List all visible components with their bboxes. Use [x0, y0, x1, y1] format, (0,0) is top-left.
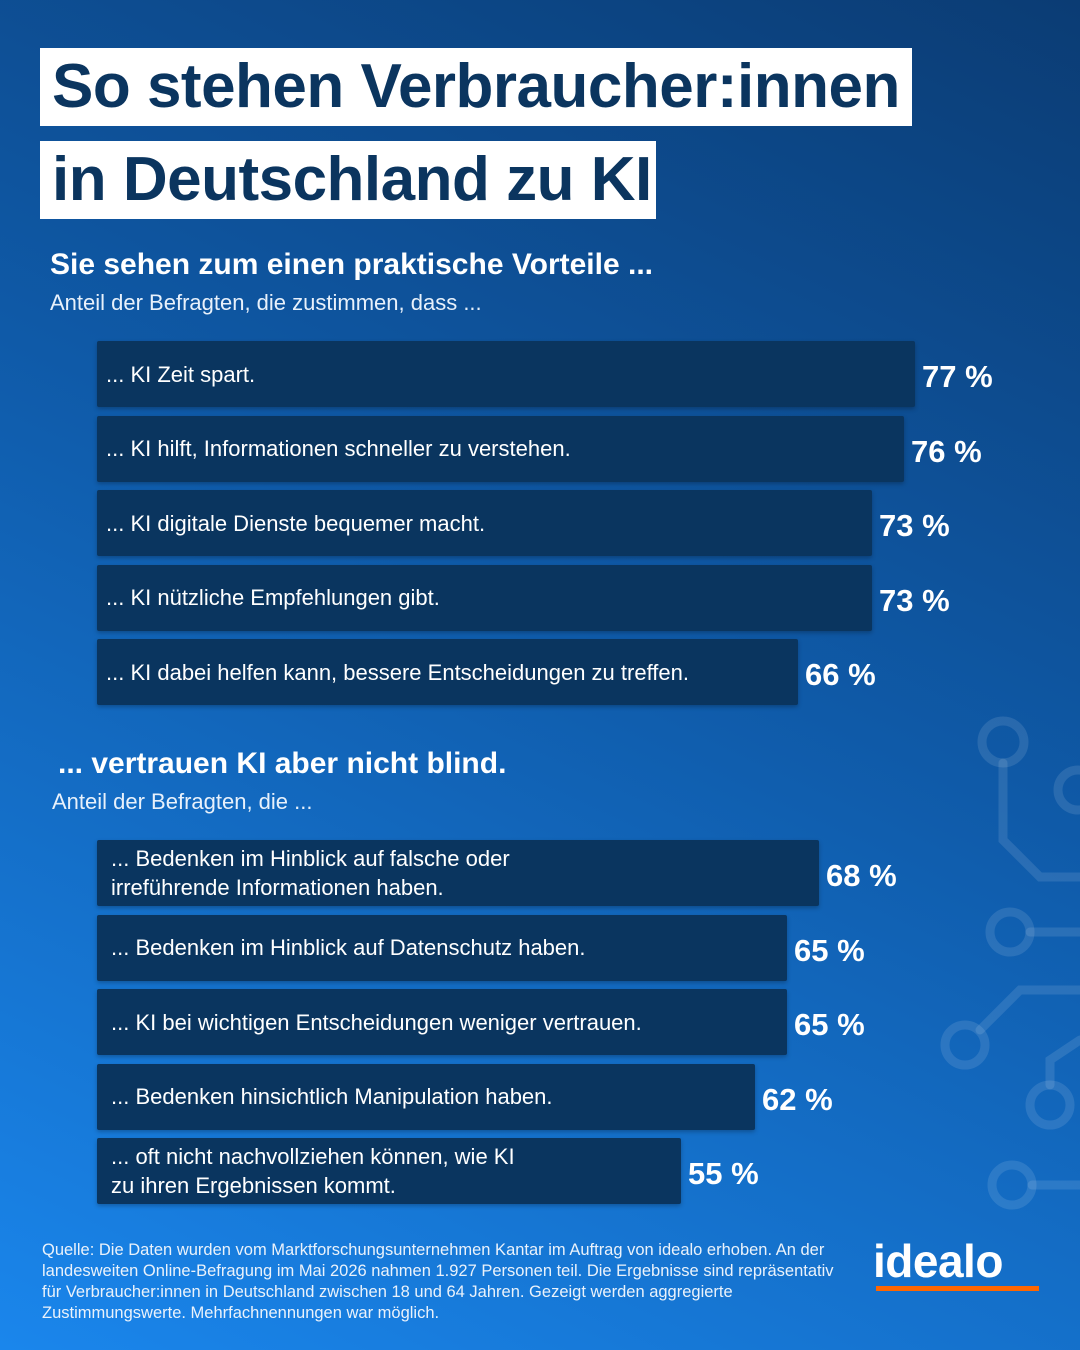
- logo-underline: [876, 1286, 1039, 1291]
- bar-2-1: ... Bedenken im Hinblick auf falsche ode…: [97, 840, 819, 906]
- bar-1-5: ... KI dabei helfen kann, bessere Entsch…: [97, 639, 798, 705]
- section-1-subtitle: Anteil der Befragten, die zustimmen, das…: [50, 290, 482, 315]
- bar-value-label: 73 %: [879, 508, 950, 543]
- bar-value-label: 68 %: [826, 858, 897, 893]
- bar-label: ... Bedenken im Hinblick auf falsche ode…: [111, 846, 510, 900]
- section-1-title: Sie sehen zum einen praktische Vorteile …: [50, 248, 653, 281]
- bar-2-3: ... KI bei wichtigen Entscheidungen weni…: [97, 989, 787, 1055]
- bar-value-label: 77 %: [922, 359, 993, 394]
- bar-label: ... KI Zeit spart.: [106, 361, 256, 387]
- bar-1-4: ... KI nützliche Empfehlungen gibt.: [97, 564, 872, 631]
- source-note: Quelle: Die Daten wurden vom Marktforsch…: [42, 1241, 834, 1322]
- bar-1-3: ... KI digitale Dienste bequemer macht.: [97, 490, 872, 556]
- bar-label: ... Bedenken hinsichtlich Manipulation h…: [111, 1084, 553, 1109]
- bar-value-label: 76 %: [911, 433, 982, 469]
- bar-2-5: ... oft nicht nachvollziehen können, wie…: [97, 1138, 681, 1204]
- bar-value-label: 66 %: [805, 657, 876, 692]
- bar-value-label: 62 %: [762, 1081, 833, 1117]
- bar-value-label: 73 %: [879, 582, 950, 618]
- bar-value-label: 55 %: [688, 1156, 759, 1191]
- bar-value-label: 65 %: [794, 1007, 865, 1042]
- bar-label: ... KI hilft, Informationen schneller zu…: [106, 436, 571, 461]
- bar-2-2: ... Bedenken im Hinblick auf Datenschutz…: [97, 914, 787, 981]
- bar-label: ... KI dabei helfen kann, bessere Entsch…: [106, 659, 689, 685]
- bar-label: ... Bedenken im Hinblick auf Datenschutz…: [111, 935, 586, 960]
- bar-value-label: 65 %: [794, 932, 865, 968]
- bar-label: ... KI nützliche Empfehlungen gibt.: [106, 585, 440, 610]
- idealo-logo: idealo: [873, 1235, 1003, 1287]
- section-2-subtitle: Anteil der Befragten, die ...: [52, 789, 313, 814]
- bar-2-4: ... Bedenken hinsichtlich Manipulation h…: [97, 1063, 755, 1130]
- bar-1-2: ... KI hilft, Informationen schneller zu…: [97, 415, 904, 482]
- bar-label: ... KI bei wichtigen Entscheidungen weni…: [111, 1009, 642, 1035]
- bar-1-1: ... KI Zeit spart.: [97, 341, 915, 407]
- section-2-title: ... vertrauen KI aber nicht blind.: [58, 747, 507, 780]
- title-line-2: in Deutschland zu KI: [40, 141, 656, 219]
- bar-label: ... oft nicht nachvollziehen können, wie…: [111, 1144, 515, 1198]
- title-line-1: So stehen Verbraucher:innen: [40, 48, 912, 126]
- bar-label: ... KI digitale Dienste bequemer macht.: [106, 510, 486, 536]
